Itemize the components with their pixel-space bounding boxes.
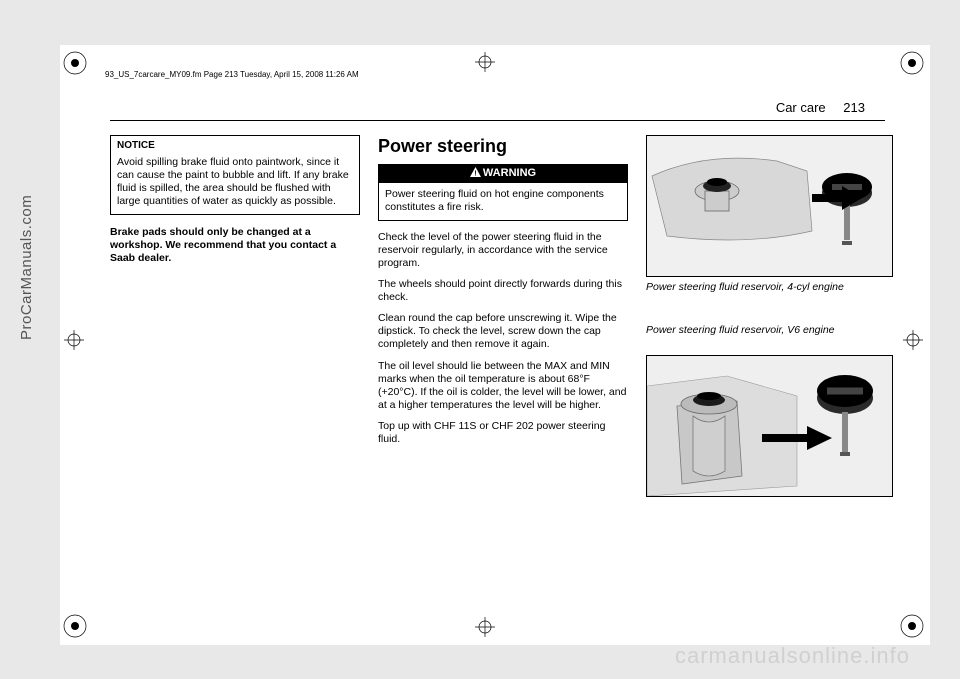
crop-cross-top — [475, 52, 495, 72]
breadcrumb: Car care 213 — [776, 100, 865, 115]
warning-box: ! WARNING Power steering fluid on hot en… — [378, 164, 628, 221]
column-1: NOTICE Avoid spilling brake fluid onto p… — [110, 135, 360, 497]
crop-mark-bl — [62, 613, 88, 639]
section-name: Car care — [776, 100, 826, 115]
warning-header: ! WARNING — [379, 165, 627, 184]
bottom-watermark: carmanualsonline.info — [675, 643, 910, 669]
crop-mark-tl — [62, 50, 88, 76]
crop-mark-tr — [899, 50, 925, 76]
notice-body: Avoid spilling brake fluid onto paintwor… — [117, 156, 353, 209]
column-2: Power steering ! WARNING Power steering … — [378, 135, 628, 497]
page-number: 213 — [843, 100, 865, 115]
crop-cross-bottom — [475, 617, 495, 637]
paragraph: Top up with CHF 11S or CHF 202 power ste… — [378, 420, 628, 446]
crop-cross-left — [64, 330, 84, 350]
figure-caption-1: Power steering fluid reservoir, 4-cyl en… — [646, 281, 896, 294]
brake-pads-note: Brake pads should only be changed at a w… — [110, 226, 360, 265]
paragraph: Clean round the cap before unscrewing it… — [378, 312, 628, 351]
warning-label: WARNING — [483, 167, 536, 179]
warning-triangle-icon: ! — [470, 167, 481, 182]
section-heading: Power steering — [378, 135, 628, 158]
header-rule — [110, 120, 885, 121]
side-watermark: ProCarManuals.com — [18, 195, 35, 340]
paragraph: The wheels should point directly forward… — [378, 278, 628, 304]
paragraph: The oil level should lie between the MAX… — [378, 360, 628, 413]
svg-text:!: ! — [474, 170, 476, 177]
crop-cross-right — [903, 330, 923, 350]
warning-body: Power steering fluid on hot engine compo… — [379, 183, 627, 219]
paragraph: Check the level of the power steering fl… — [378, 231, 628, 270]
figure-4cyl — [646, 135, 893, 277]
column-3: Power steering fluid reservoir, 4-cyl en… — [646, 135, 896, 497]
figure-caption-2: Power steering fluid reservoir, V6 engin… — [646, 324, 896, 337]
notice-box: NOTICE Avoid spilling brake fluid onto p… — [110, 135, 360, 215]
pdf-header-line: 93_US_7carcare_MY09.fm Page 213 Tuesday,… — [105, 70, 359, 79]
notice-title: NOTICE — [117, 140, 353, 153]
crop-mark-br — [899, 613, 925, 639]
figure-v6 — [646, 355, 893, 497]
